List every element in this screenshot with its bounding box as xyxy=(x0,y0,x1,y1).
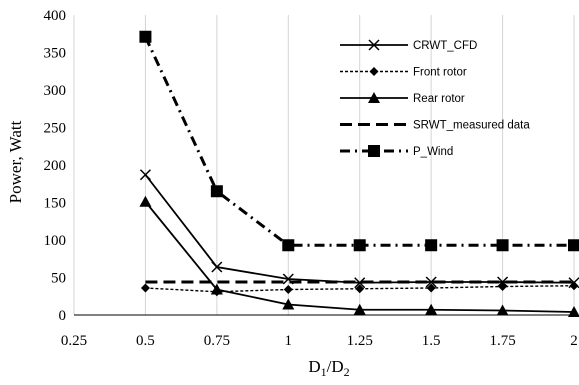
data-point xyxy=(139,169,151,181)
y-tick-label: 400 xyxy=(44,8,67,24)
x-tick-label: 1 xyxy=(285,333,293,349)
data-point xyxy=(282,298,295,310)
data-point xyxy=(426,283,436,293)
data-point xyxy=(283,285,293,294)
x-tick-label: 0.75 xyxy=(204,333,230,349)
x-tick-labels: 0.25 0.5 0.75 1 1.25 1.5 1.75 2 xyxy=(61,333,578,349)
data-point xyxy=(568,306,579,317)
x-tick-label: 2 xyxy=(570,333,578,349)
x-tick-label: 1.5 xyxy=(422,333,441,349)
x-tick-label: 0.25 xyxy=(61,333,87,349)
legend-item: SRWT_measured data xyxy=(340,120,530,132)
grid-lines xyxy=(73,15,575,315)
data-point xyxy=(425,276,437,288)
data-point xyxy=(282,239,295,252)
data-point xyxy=(354,277,366,289)
x-tick-label: 1.75 xyxy=(489,333,515,349)
legend-item: Rear rotor xyxy=(340,92,465,105)
legend-item: Front rotor xyxy=(340,67,467,79)
data-point xyxy=(498,282,508,291)
legend-label: Rear rotor xyxy=(413,93,465,105)
data-point xyxy=(211,261,223,273)
legend-item: P_Wind xyxy=(340,145,453,158)
data-point xyxy=(139,30,152,43)
y-tick-label: 100 xyxy=(44,233,67,249)
series xyxy=(139,195,579,317)
data-point xyxy=(368,92,380,103)
data-point xyxy=(355,284,365,294)
data-point xyxy=(425,303,438,315)
legend-label: CRWT_CFD xyxy=(413,40,477,52)
y-tick-label: 150 xyxy=(44,196,67,212)
y-tick-label: 250 xyxy=(44,121,67,137)
series xyxy=(139,30,579,252)
legend-label: Front rotor xyxy=(413,67,467,79)
data-point xyxy=(369,67,379,76)
data-point xyxy=(496,239,509,252)
y-tick-label: 300 xyxy=(44,83,67,99)
y-axis-title: Power, Watt xyxy=(6,120,25,203)
legend: CRWT_CFD Front rotor Rear rotor SRWT_measur… xyxy=(340,39,530,158)
data-point xyxy=(368,39,380,51)
data-point xyxy=(140,283,150,293)
x-tick-label: 1.25 xyxy=(347,333,373,349)
y-tick-label: 50 xyxy=(51,271,66,287)
legend-label: P_Wind xyxy=(413,146,453,158)
data-point xyxy=(569,281,579,291)
y-tick-labels: 0 50 100 150 200 250 300 350 400 xyxy=(44,8,67,324)
y-tick-label: 350 xyxy=(44,46,67,62)
y-tick-label: 200 xyxy=(44,158,67,174)
x-axis-title: D1/D2 xyxy=(308,357,349,379)
x-tick-label: 0.5 xyxy=(136,333,155,349)
data-point xyxy=(353,239,366,252)
data-point xyxy=(568,239,579,252)
data-point xyxy=(425,239,438,252)
data-point xyxy=(139,195,152,207)
data-point xyxy=(353,303,366,315)
legend-label: SRWT_measured data xyxy=(413,120,530,132)
data-point xyxy=(210,283,223,295)
data-point xyxy=(368,145,380,157)
legend-item: CRWT_CFD xyxy=(340,39,477,52)
data-point xyxy=(210,185,223,198)
data-point xyxy=(496,304,509,316)
data-series xyxy=(139,30,579,317)
y-tick-label: 0 xyxy=(59,308,67,324)
